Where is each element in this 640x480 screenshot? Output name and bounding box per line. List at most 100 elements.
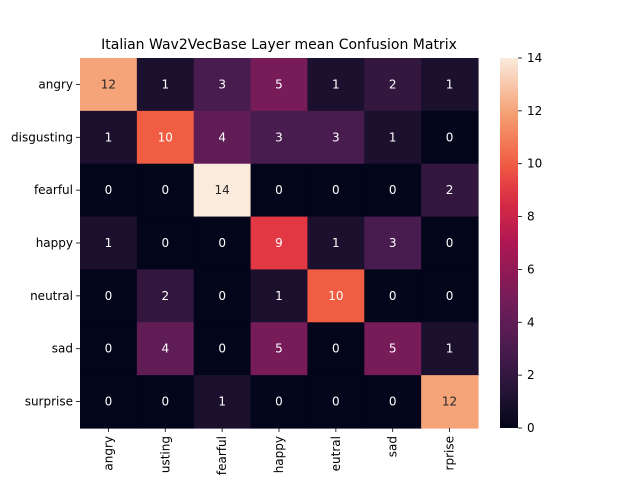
cell-value: 1 bbox=[105, 130, 113, 144]
heatmap-cell bbox=[136, 163, 195, 218]
colorbar: 0 2 4 6 8 10 12 14 bbox=[500, 51, 542, 435]
heatmap-cell bbox=[193, 163, 252, 218]
cell-annotations: 12 1 3 5 1 2 11 10 4 3 3 1 00 0 14 0 0 0 21 0 0 9 1 3 00 2 0 1 10 0 00… bbox=[101, 77, 457, 408]
cell-value: 1 bbox=[161, 77, 169, 91]
y-tick-label: happy bbox=[36, 236, 73, 250]
chart-title: Italian Wav2VecBase Layer mean Confusion… bbox=[101, 37, 457, 53]
x-tick-label: eutral bbox=[329, 436, 343, 471]
heatmap-cell bbox=[307, 375, 365, 429]
heatmap-cell bbox=[307, 58, 365, 112]
x-tick-label: happy bbox=[272, 436, 286, 473]
heatmap-cell bbox=[136, 322, 195, 376]
heatmap-cell bbox=[136, 110, 195, 165]
heatmap-cell bbox=[421, 375, 479, 429]
cell-value: 0 bbox=[446, 236, 454, 250]
cell-value: 3 bbox=[275, 130, 283, 144]
cell-value: 0 bbox=[446, 130, 454, 144]
cell-value: 1 bbox=[218, 395, 226, 409]
heatmap-cell bbox=[250, 375, 309, 429]
y-tick-label: sad bbox=[52, 342, 73, 356]
cell-value: 0 bbox=[332, 183, 340, 197]
cell-value: 0 bbox=[389, 183, 397, 197]
x-tick-label: rprise bbox=[443, 436, 457, 470]
heatmap-cell bbox=[250, 110, 309, 165]
heatmap-cell bbox=[421, 163, 479, 218]
heatmap-cell bbox=[80, 163, 138, 218]
cell-value: 5 bbox=[275, 342, 283, 356]
heatmap-cell bbox=[136, 269, 195, 323]
heatmap-cell bbox=[364, 110, 422, 165]
heatmap-cell bbox=[193, 322, 252, 376]
cell-value: 10 bbox=[158, 130, 173, 144]
cell-value: 0 bbox=[161, 395, 169, 409]
colorbar-tick-label: 0 bbox=[527, 421, 535, 435]
heatmap-cell bbox=[136, 216, 195, 271]
heatmap-cells bbox=[80, 58, 479, 429]
heatmap-cell bbox=[307, 216, 365, 271]
heatmap-cell bbox=[80, 322, 138, 376]
cell-value: 1 bbox=[389, 130, 397, 144]
cell-value: 0 bbox=[275, 183, 283, 197]
heatmap-cell bbox=[421, 269, 479, 323]
cell-value: 0 bbox=[275, 395, 283, 409]
y-tick-label: fearful bbox=[34, 183, 73, 197]
cell-value: 14 bbox=[215, 183, 230, 197]
cell-value: 0 bbox=[105, 183, 113, 197]
heatmap-cell bbox=[421, 216, 479, 271]
heatmap-cell bbox=[193, 375, 252, 429]
heatmap-cell bbox=[307, 110, 365, 165]
heatmap-cell bbox=[250, 269, 309, 323]
colorbar-tick-label: 2 bbox=[527, 368, 535, 382]
heatmap-cell bbox=[136, 58, 195, 112]
x-tick-label: sad bbox=[386, 436, 400, 457]
heatmap-cell bbox=[307, 322, 365, 376]
heatmap-cell bbox=[250, 216, 309, 271]
x-tick-label: fearful bbox=[215, 436, 229, 475]
cell-value: 0 bbox=[105, 289, 113, 303]
cell-value: 0 bbox=[389, 289, 397, 303]
cell-value: 1 bbox=[446, 342, 454, 356]
heatmap-cell bbox=[80, 375, 138, 429]
cell-value: 0 bbox=[446, 289, 454, 303]
heatmap-cell bbox=[80, 216, 138, 271]
x-axis: angry usting fearful happy eutral sad rprise bbox=[101, 427, 457, 475]
cell-value: 4 bbox=[161, 342, 169, 356]
cell-value: 12 bbox=[442, 395, 457, 409]
heatmap-cell bbox=[364, 375, 422, 429]
cell-value: 0 bbox=[105, 342, 113, 356]
colorbar-tick-label: 4 bbox=[527, 315, 535, 329]
heatmap-cell bbox=[193, 58, 252, 112]
y-tick-label: surprise bbox=[25, 395, 73, 409]
heatmap-cell bbox=[250, 163, 309, 218]
cell-value: 1 bbox=[332, 236, 340, 250]
cell-value: 1 bbox=[332, 77, 340, 91]
heatmap-cell bbox=[80, 110, 138, 165]
cell-value: 3 bbox=[389, 236, 397, 250]
cell-value: 0 bbox=[218, 236, 226, 250]
cell-value: 0 bbox=[389, 395, 397, 409]
heatmap-cell bbox=[364, 269, 422, 323]
cell-value: 5 bbox=[389, 342, 397, 356]
cell-value: 2 bbox=[389, 77, 397, 91]
cell-value: 9 bbox=[275, 236, 283, 250]
cell-value: 0 bbox=[332, 342, 340, 356]
heatmap-cell bbox=[80, 58, 138, 112]
heatmap-cell bbox=[80, 269, 138, 323]
heatmap-cell bbox=[421, 110, 479, 165]
cell-value: 10 bbox=[328, 289, 343, 303]
heatmap-cell bbox=[364, 322, 422, 376]
cell-value: 12 bbox=[101, 77, 116, 91]
heatmap-cell bbox=[193, 216, 252, 271]
heatmap-cell bbox=[421, 58, 479, 112]
cell-value: 0 bbox=[161, 183, 169, 197]
heatmap-cell bbox=[193, 110, 252, 165]
x-tick-label: angry bbox=[101, 436, 115, 471]
cell-value: 2 bbox=[161, 289, 169, 303]
heatmap-cell bbox=[364, 58, 422, 112]
y-tick-label: angry bbox=[38, 77, 73, 91]
cell-value: 0 bbox=[161, 236, 169, 250]
heatmap-cell bbox=[307, 269, 365, 323]
colorbar-gradient bbox=[500, 58, 518, 428]
cell-value: 1 bbox=[275, 289, 283, 303]
